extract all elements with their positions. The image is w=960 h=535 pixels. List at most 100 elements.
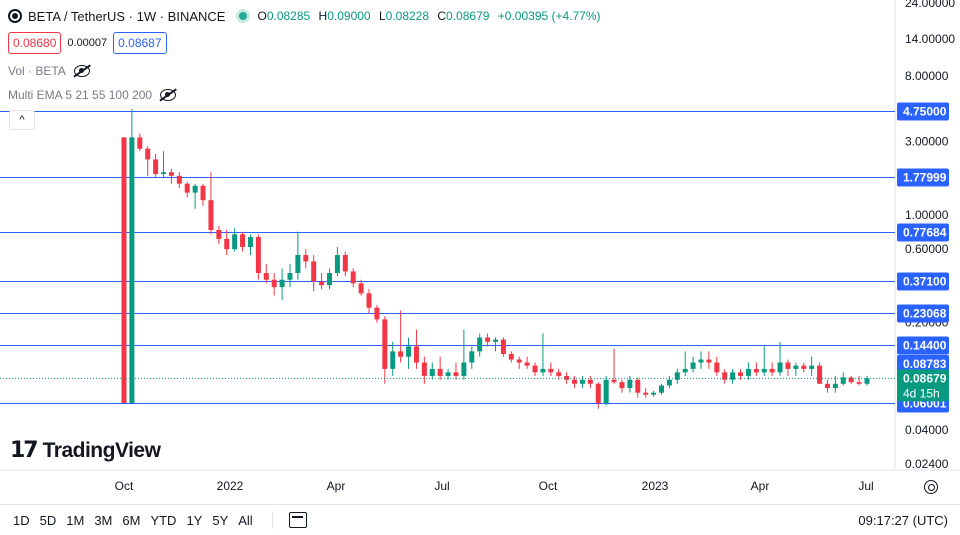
- candle-body: [832, 383, 838, 389]
- timeframe-1y[interactable]: 1Y: [186, 512, 203, 528]
- x-tick-label: 2023: [642, 479, 669, 493]
- candle-body: [611, 379, 617, 383]
- candle-body: [461, 362, 467, 376]
- candle-body: [224, 238, 230, 250]
- ema-indicator-label: Multi EMA 5 21 55 100 200: [8, 88, 153, 102]
- timeframe-all[interactable]: All: [238, 512, 253, 528]
- candle-body: [121, 137, 127, 404]
- candle-body: [342, 255, 348, 272]
- x-tick-label: Jul: [858, 479, 873, 493]
- toolbar-divider: [271, 511, 273, 529]
- timeframe-6m[interactable]: 6M: [122, 512, 141, 528]
- candle-body: [682, 368, 688, 373]
- candle-body: [192, 185, 198, 193]
- candle-body: [698, 359, 704, 363]
- candle-body: [176, 175, 182, 184]
- high-price-label: 0.08783: [903, 357, 947, 371]
- timeframe-1m[interactable]: 1M: [66, 512, 85, 528]
- calendar-icon[interactable]: [288, 512, 307, 528]
- candle-body: [595, 383, 601, 404]
- sell-button[interactable]: 0.08680: [8, 32, 62, 54]
- candle-body: [168, 172, 174, 176]
- x-tick-label: Jul: [434, 479, 449, 493]
- x-tick-label: Apr: [751, 479, 770, 493]
- candle-body: [579, 379, 585, 384]
- clock[interactable]: 09:17:27 (UTC): [858, 513, 948, 528]
- candle-body: [153, 159, 159, 174]
- y-tick-label: 14.00000: [905, 32, 955, 46]
- x-tick-label: Apr: [327, 479, 346, 493]
- gear-icon[interactable]: [924, 480, 938, 494]
- candle-body: [619, 382, 625, 389]
- candle-body: [469, 351, 475, 363]
- timeframe-1d[interactable]: 1D: [13, 512, 30, 528]
- last-price-tag: [897, 369, 949, 402]
- candle-body: [382, 319, 388, 369]
- horizontal-line-tag: [897, 102, 949, 121]
- horizontal-line-tag: [897, 168, 949, 187]
- candle-body: [603, 379, 609, 404]
- candle-body: [524, 362, 530, 366]
- horizontal-line-tag: [897, 304, 949, 323]
- candle-body: [643, 392, 649, 395]
- candle-body: [666, 379, 672, 386]
- candle-body: [477, 337, 483, 352]
- candle-body: [374, 307, 380, 320]
- timeframe-3m[interactable]: 3M: [94, 512, 113, 528]
- eye-hidden-icon[interactable]: [73, 65, 90, 77]
- candle-body: [706, 359, 712, 363]
- candle-body: [145, 148, 151, 160]
- eye-hidden-icon[interactable]: [160, 89, 177, 101]
- candle-body: [627, 379, 633, 389]
- candle-body: [508, 353, 514, 360]
- candle-body: [366, 293, 372, 308]
- candle-body: [271, 279, 277, 288]
- y-tick-label: 3.00000: [905, 135, 949, 149]
- ema-indicator[interactable]: Multi EMA 5 21 55 100 200: [8, 88, 177, 102]
- candle-body: [247, 237, 253, 248]
- candle-body: [327, 273, 333, 286]
- horizontal-line-tag: [897, 336, 949, 355]
- candle-body: [255, 237, 261, 274]
- candle-body: [777, 362, 783, 373]
- candle-body: [279, 279, 285, 288]
- symbol-logo-icon: [8, 9, 22, 23]
- horizontal-line-label: 0.77684: [903, 226, 947, 240]
- candle-body: [848, 377, 854, 383]
- spread-value: 0.00007: [67, 37, 108, 49]
- timeframe-ytd[interactable]: YTD: [150, 512, 177, 528]
- tradingview-logo: 17 TradingView: [10, 438, 161, 463]
- candle-body: [232, 234, 238, 250]
- candle-body: [674, 372, 680, 380]
- candle-body: [398, 351, 404, 357]
- high-price-tag: [897, 354, 949, 373]
- horizontal-line-label: 4.75000: [903, 105, 947, 119]
- volume-indicator[interactable]: Vol · BETA: [8, 64, 90, 78]
- x-tick-label: 2022: [217, 479, 244, 493]
- candle-body: [334, 255, 340, 274]
- x-tick-label: Oct: [115, 479, 134, 493]
- candle-body: [809, 365, 815, 369]
- horizontal-line-label: 0.37100: [903, 275, 947, 289]
- candle-body: [564, 375, 570, 380]
- candle-body: [137, 137, 143, 149]
- candle-body: [651, 392, 657, 395]
- last-price-label: 0.08679: [903, 371, 947, 385]
- y-tick-label: 0.60000: [905, 242, 949, 256]
- candle-body: [216, 229, 222, 239]
- candle-body: [413, 346, 419, 363]
- candle-body: [690, 362, 696, 369]
- symbol-title[interactable]: BETA / TetherUS · 1W · BINANCE: [28, 8, 226, 24]
- timeframe-5y[interactable]: 5Y: [212, 512, 229, 528]
- horizontal-line-tag: [897, 272, 949, 291]
- buy-button[interactable]: 0.08687: [113, 32, 167, 54]
- y-tick-label: 1.00000: [905, 208, 949, 222]
- candle-body: [714, 362, 720, 373]
- candle-body: [532, 365, 538, 373]
- y-tick-label: 24.00000: [905, 0, 955, 10]
- candle-body: [738, 372, 744, 376]
- collapse-legend-button[interactable]: ^: [9, 110, 35, 130]
- timeframe-5d[interactable]: 5D: [39, 512, 57, 528]
- candle-body: [864, 378, 870, 384]
